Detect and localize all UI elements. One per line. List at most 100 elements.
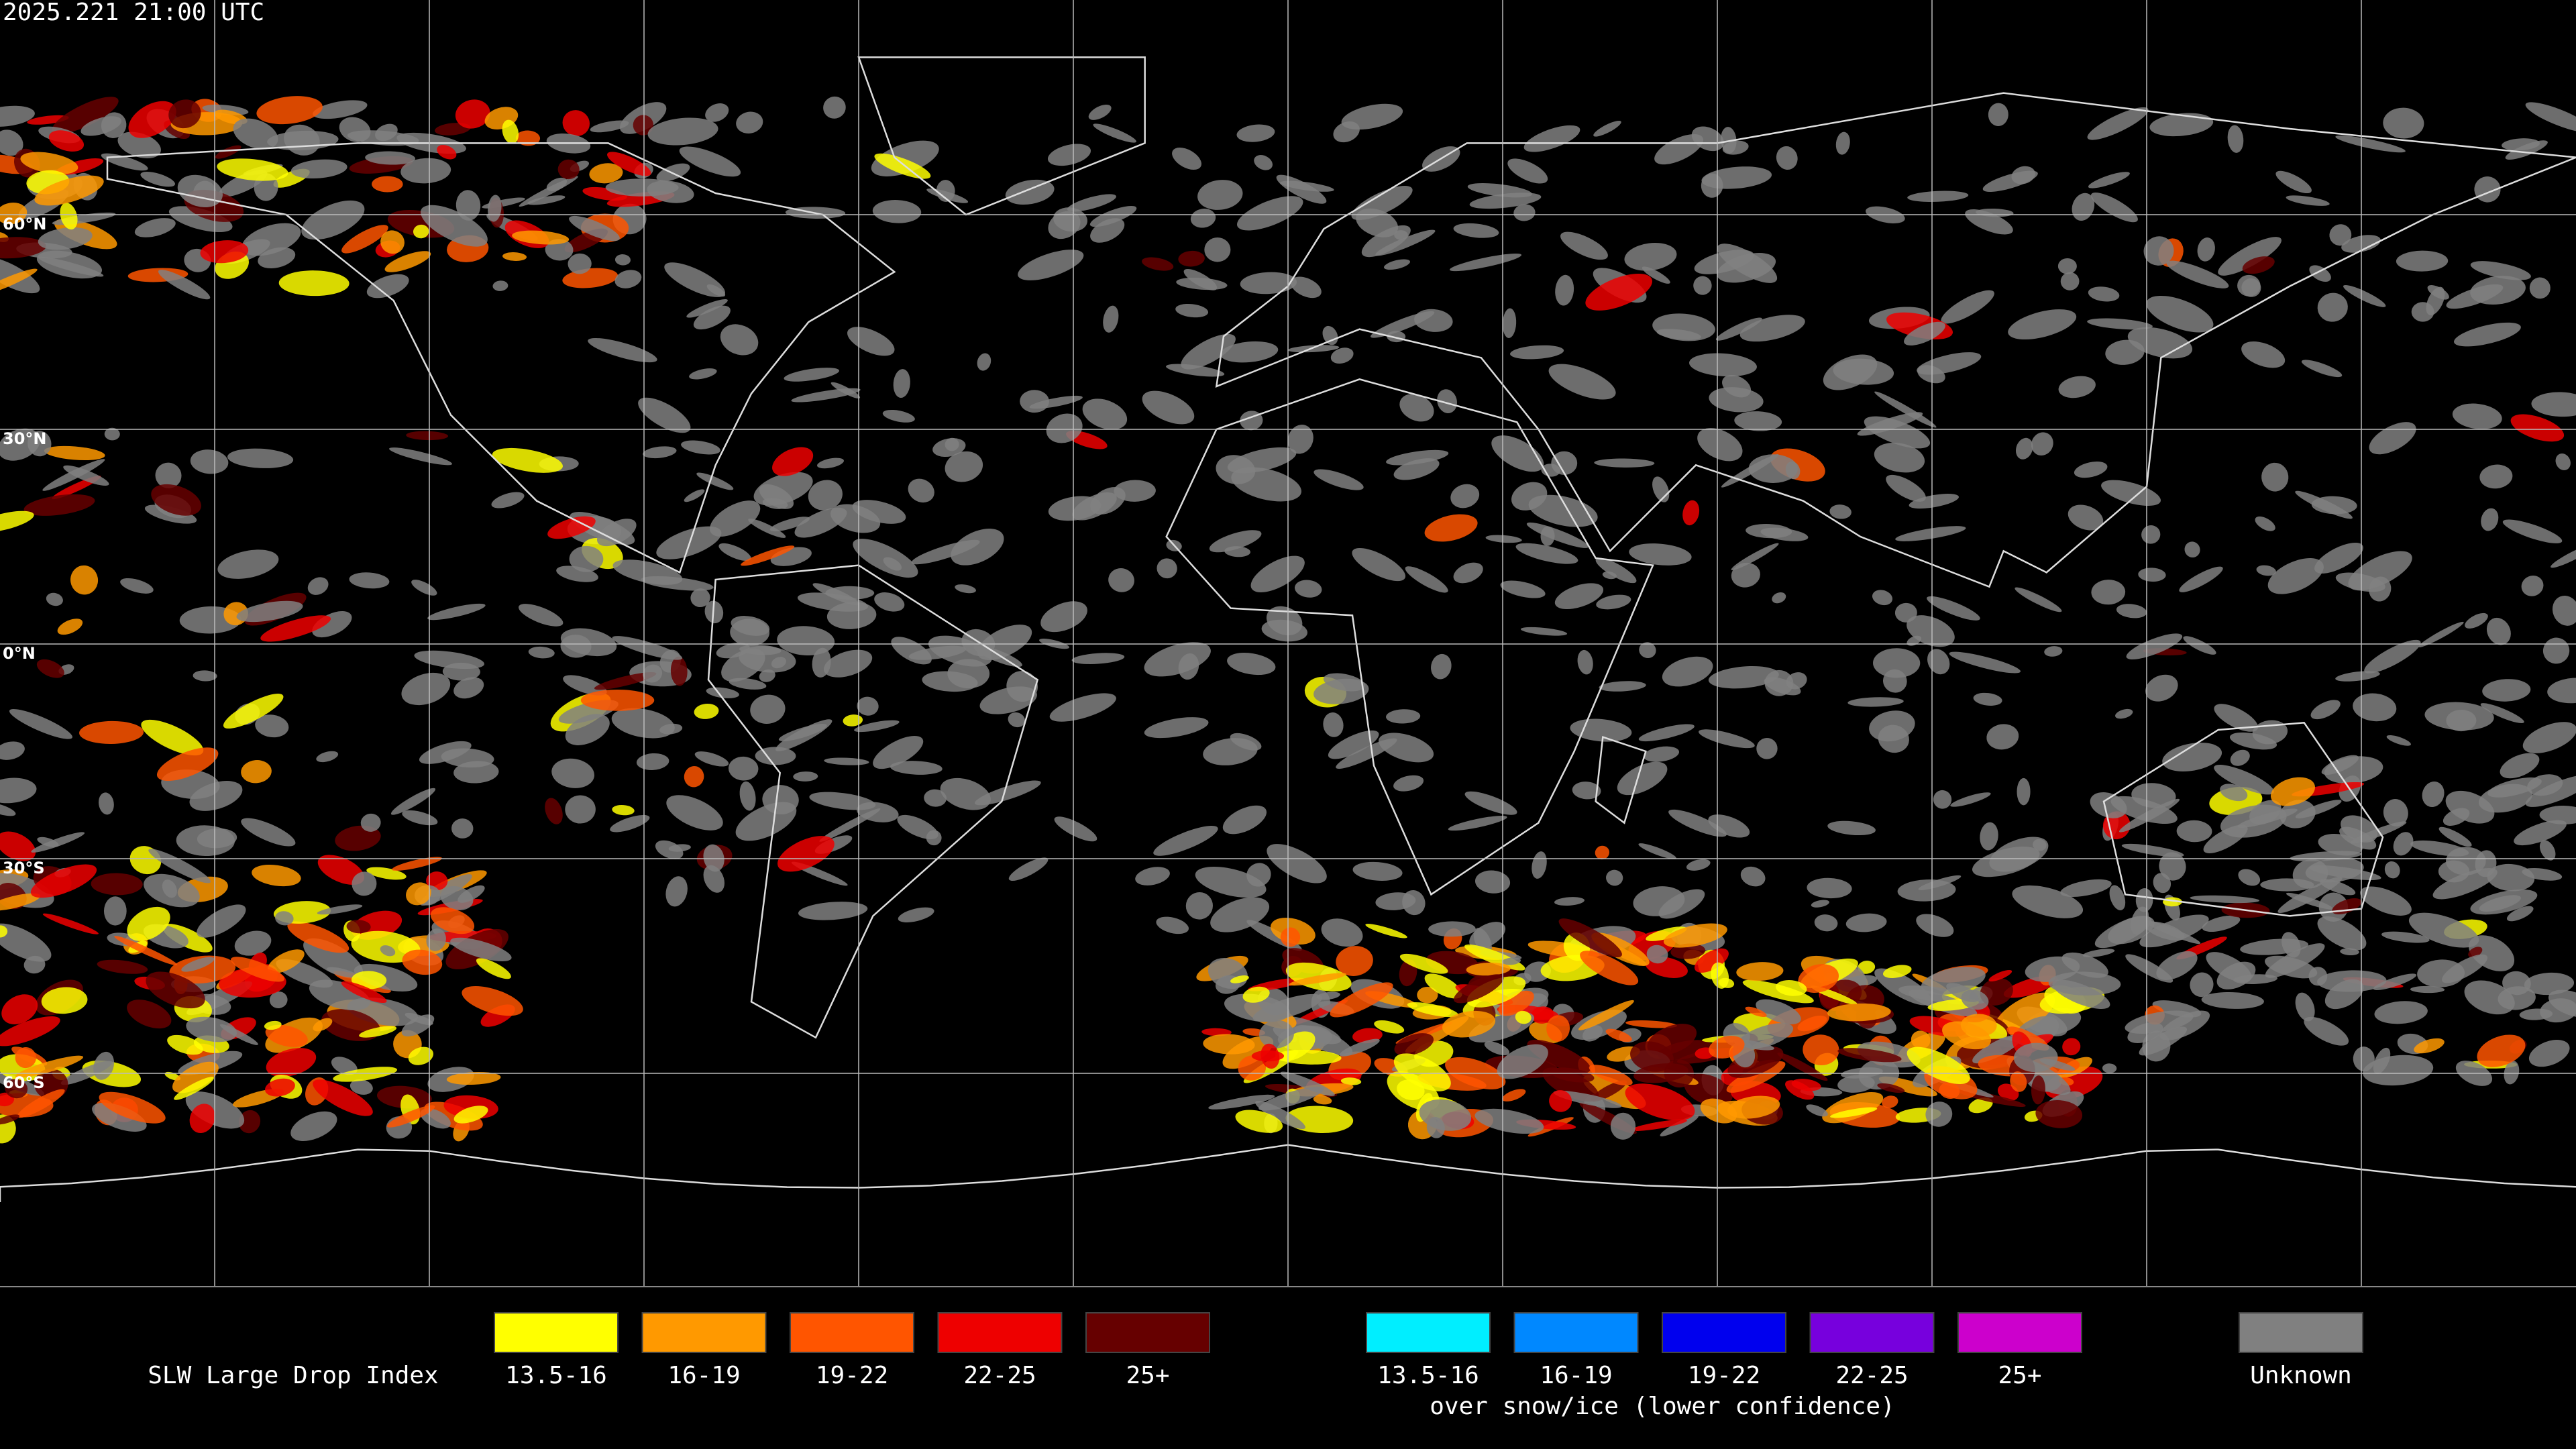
cloud-patch	[0, 105, 35, 127]
cloud-patch	[28, 431, 52, 457]
legend-swatch	[1809, 1312, 1935, 1353]
cloud-patch	[1973, 692, 2002, 706]
cloud-patch	[406, 431, 448, 441]
cloud-patch	[2091, 580, 2126, 605]
cloud-patch	[1267, 844, 1327, 883]
cloud-patch	[1549, 1089, 1572, 1112]
cloud-patch	[1760, 527, 1809, 541]
cloud-patch	[1448, 815, 1507, 831]
cloud-patch	[1980, 822, 1998, 851]
cloud-patch	[1727, 1046, 1784, 1078]
cloud-patch	[2230, 749, 2250, 766]
cloud-patch	[769, 517, 810, 532]
cloud-patch	[551, 758, 595, 788]
cloud-patch	[1897, 879, 1956, 902]
cloud-patch	[269, 991, 288, 1008]
cloud-patch	[590, 120, 629, 133]
cloud-patch	[2424, 702, 2494, 731]
cloud-patch	[1874, 391, 1937, 428]
cloud-patch	[128, 101, 176, 138]
cloud-patch	[333, 1067, 398, 1082]
cloud-patch	[2364, 639, 2421, 674]
cloud-patch	[1417, 986, 1438, 1004]
cloud-patch	[1776, 980, 1807, 996]
cloud-patch	[2184, 541, 2200, 558]
cloud-patch	[545, 798, 563, 824]
cloud-patch	[1542, 1067, 1599, 1102]
cloud-patch	[1988, 969, 2012, 982]
cloud-patch	[2031, 1075, 2045, 1105]
cloud-patch	[402, 949, 443, 975]
cloud-patch	[546, 177, 568, 191]
cloud-patch	[2319, 879, 2356, 896]
cloud-patch	[2141, 525, 2161, 544]
cloud-patch	[1142, 257, 1174, 271]
cloud-patch	[1431, 653, 1452, 680]
cloud-patch	[1375, 892, 1416, 910]
cloud-patch	[287, 921, 350, 953]
cloud-patch	[784, 368, 839, 382]
cloud-patch	[1994, 992, 2055, 1034]
cloud-patch	[2058, 376, 2096, 398]
cloud-patch	[2410, 840, 2469, 857]
cloud-patch	[441, 748, 494, 768]
cloud-patch	[2176, 820, 2212, 843]
cloud-patch	[1235, 1110, 1283, 1133]
cloud-patch	[223, 694, 284, 729]
cloud-patch	[694, 751, 729, 767]
cloud-patch	[453, 677, 484, 699]
cloud-patch	[1029, 395, 1083, 409]
cloud-patch	[1442, 1010, 1496, 1038]
cloud-patch	[843, 714, 863, 727]
cloud-patch	[759, 669, 775, 682]
cloud-patch	[30, 864, 97, 898]
cloud-patch	[1323, 712, 1344, 737]
cloud-patch	[1144, 717, 1209, 739]
cloud-patch	[1715, 317, 1762, 341]
cloud-patch	[2142, 1030, 2171, 1062]
cloud-patch	[2309, 265, 2331, 282]
cloud-patch	[2255, 516, 2275, 531]
cloud-patch	[219, 1024, 258, 1045]
cloud-patch	[594, 672, 657, 690]
cloud-patch	[565, 795, 596, 824]
cloud-patch	[2502, 519, 2563, 543]
cloud-patch	[1693, 276, 1712, 295]
legend-swatch	[1085, 1312, 1210, 1353]
cloud-patch	[1580, 951, 1639, 985]
cloud-patch	[563, 675, 607, 696]
cloud-patch	[1695, 948, 1729, 973]
cloud-patch	[1595, 845, 1610, 860]
cloud-patch	[2418, 621, 2464, 647]
cloud-patch	[155, 462, 182, 488]
cloud-patch	[2087, 107, 2149, 140]
cloud-patch	[375, 123, 398, 142]
cloud-patch	[1321, 918, 1363, 947]
cloud-patch	[605, 178, 679, 197]
cloud-patch	[1811, 900, 1829, 908]
cloud-patch	[313, 1018, 333, 1032]
cloud-patch	[1394, 230, 1408, 240]
cloud-patch	[1424, 973, 1462, 999]
cloud-patch	[694, 703, 719, 719]
cloud-patch	[1772, 592, 1786, 604]
cloud-patch	[1238, 1055, 1267, 1081]
cloud-patch	[1722, 140, 1749, 155]
cloud-patch	[1280, 927, 1301, 947]
cloud-patch	[1572, 782, 1601, 800]
cloud-patch	[2216, 961, 2256, 989]
cloud-patch	[1660, 1115, 1699, 1136]
cloud-patch	[79, 720, 144, 744]
cloud-patch	[2522, 722, 2576, 753]
cloud-patch	[127, 1000, 172, 1029]
cloud-patch	[1500, 580, 1546, 598]
cloud-patch	[1708, 665, 1779, 689]
cloud-patch	[1630, 1119, 1687, 1131]
latitude-label: 0°N	[3, 644, 36, 663]
cloud-patch	[2552, 595, 2576, 626]
legend-swatch	[937, 1312, 1063, 1353]
cloud-patch	[2214, 765, 2274, 795]
cloud-patch	[1397, 1079, 1425, 1100]
cloud-patch	[580, 689, 655, 711]
cloud-patch	[1689, 353, 1757, 377]
